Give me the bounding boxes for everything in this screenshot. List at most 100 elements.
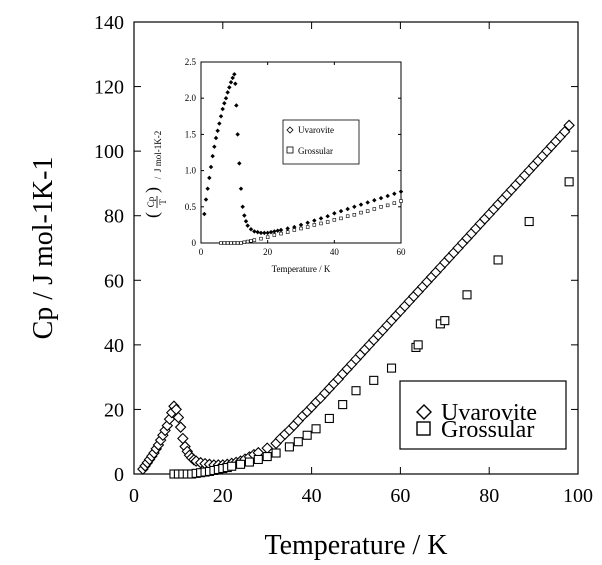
inset-legend-grossular-label: Grossular [298,146,333,156]
inset-data-marks [202,72,404,245]
inset-uvarovite-point [318,216,324,221]
inset-uvarovite-point [255,229,260,235]
main-uvarovite-point [174,421,187,433]
main-chart: 0 20 40 60 80 100 0 20 40 60 80 100 120 140 Temperatu… [28,12,593,561]
inset-uvarovite-point [220,106,225,112]
inset-uvarovite-point [262,230,267,236]
main-grossular-point [262,452,272,462]
inset-grossular-point [379,205,383,209]
main-x-tick-label: 100 [563,485,593,507]
main-grossular-point [236,459,246,469]
inset-uvarovite-point [305,220,310,225]
inset-y-axis-close-paren: ) [142,187,163,193]
main-grossular-point [524,216,534,227]
inset-grossular-point [265,235,270,239]
inset-grossular-point [312,223,317,227]
main-y-tick-label: 100 [94,141,124,163]
inset-uvarovite-point [205,186,210,191]
inset-grossular-point [365,209,370,213]
inset-uvarovite-point [227,85,232,90]
inset-grossular-point [225,241,230,245]
inset-x-axis-title: Temperature / K [272,264,331,274]
inset-uvarovite-point [325,213,330,219]
legend-grossular-label: Grossular [441,417,534,443]
inset-y-tick-label: 1.0 [185,166,197,176]
main-uvarovite-point [563,119,575,132]
inset-uvarovite-point [392,191,397,196]
main-y-axis-title: Cp / J mol-1K-1 [28,157,59,340]
inset-x-tick-label: 0 [199,247,204,257]
inset-uvarovite-point [240,204,245,210]
main-uvarovite-point [177,432,189,445]
inset-grossular-point [392,201,397,205]
inset-uvarovite-point [298,222,304,228]
main-x-tick-label: 0 [129,485,139,507]
inset-grossular-point [332,218,337,222]
main-uvarovite-point [172,411,185,424]
main-grossular-point [227,461,237,471]
inset-grossular-point [352,213,357,217]
main-grossular-point [440,316,450,326]
inset-uvarovite-point [352,204,357,210]
inset-grossular-point [339,216,343,221]
legend-grossular-marker [416,421,431,436]
inset-uvarovite-point [223,95,229,101]
inset-uvarovite-point [222,101,227,106]
inset-uvarovite-point [210,153,215,159]
inset-y-axis-fraction-numerator: Cp [146,196,156,207]
inset-uvarovite-point [398,189,404,194]
inset-grossular-point [219,241,223,245]
inset-uvarovite-point [212,144,217,149]
inset-uvarovite-point [202,211,207,217]
inset-uvarovite-point [234,103,239,108]
main-grossular-point [369,375,379,385]
main-y-tick-label: 20 [104,399,124,421]
inset-uvarovite-point [207,175,212,181]
main-x-tick-label: 80 [479,485,499,507]
inset-y-axis-slash: / [153,176,163,179]
inset-grossular-point [319,221,323,226]
inset-y-axis-open-paren: ( [142,212,163,218]
inset-legend-uvarovite-label: Uvarovite [298,125,334,135]
inset-uvarovite-point [232,72,237,77]
main-uvarovite-point [261,442,273,454]
main-grossular-point [244,457,254,467]
inset-grossular-point [305,225,310,229]
inset-tick-labels: 0 20 40 60 0 0.5 1.0 1.5 2.0 2.5 [185,57,406,257]
inset-grossular-point [222,241,227,245]
inset-uvarovite-point [233,81,238,86]
inset-uvarovite-point [208,164,214,170]
main-tick-labels: 0 20 40 60 80 100 0 20 40 60 80 100 120 140 [94,12,593,507]
inset-uvarovite-point [258,230,264,236]
inset-uvarovite-point [213,135,219,141]
inset-uvarovite-point [242,213,247,218]
inset-grossular-point [299,226,303,231]
inset-uvarovite-point [252,229,257,234]
main-grossular-point [338,400,348,410]
main-data-marks [137,119,575,479]
main-y-tick-label: 0 [114,464,124,486]
inset-grossular-point [345,214,350,218]
inset-uvarovite-point [217,121,222,126]
inset-y-axis-unit: J mol-1K-2 [153,131,163,172]
inset-uvarovite-point [278,227,284,233]
inset-grossular-point [359,210,363,215]
inset-y-tick-label: 1.5 [185,129,197,139]
inset-uvarovite-point [268,229,274,235]
inset-uvarovite-point [358,202,364,207]
inset-grossular-point [325,220,330,224]
inset-grossular-point [252,238,257,242]
inset-legend-grossular-marker [286,146,294,154]
inset-uvarovite-point [365,200,370,205]
inset-grossular-point [249,239,253,243]
inset-legend-uvarovite-marker [286,126,294,134]
inset-uvarovite-point [218,114,224,119]
inset-uvarovite-point [248,227,254,232]
main-grossular-point [271,448,281,458]
main-plot-frame [133,21,579,475]
main-grossular-point [253,454,263,465]
main-grossular-point [284,442,294,452]
inset-grossular-point [399,199,403,203]
